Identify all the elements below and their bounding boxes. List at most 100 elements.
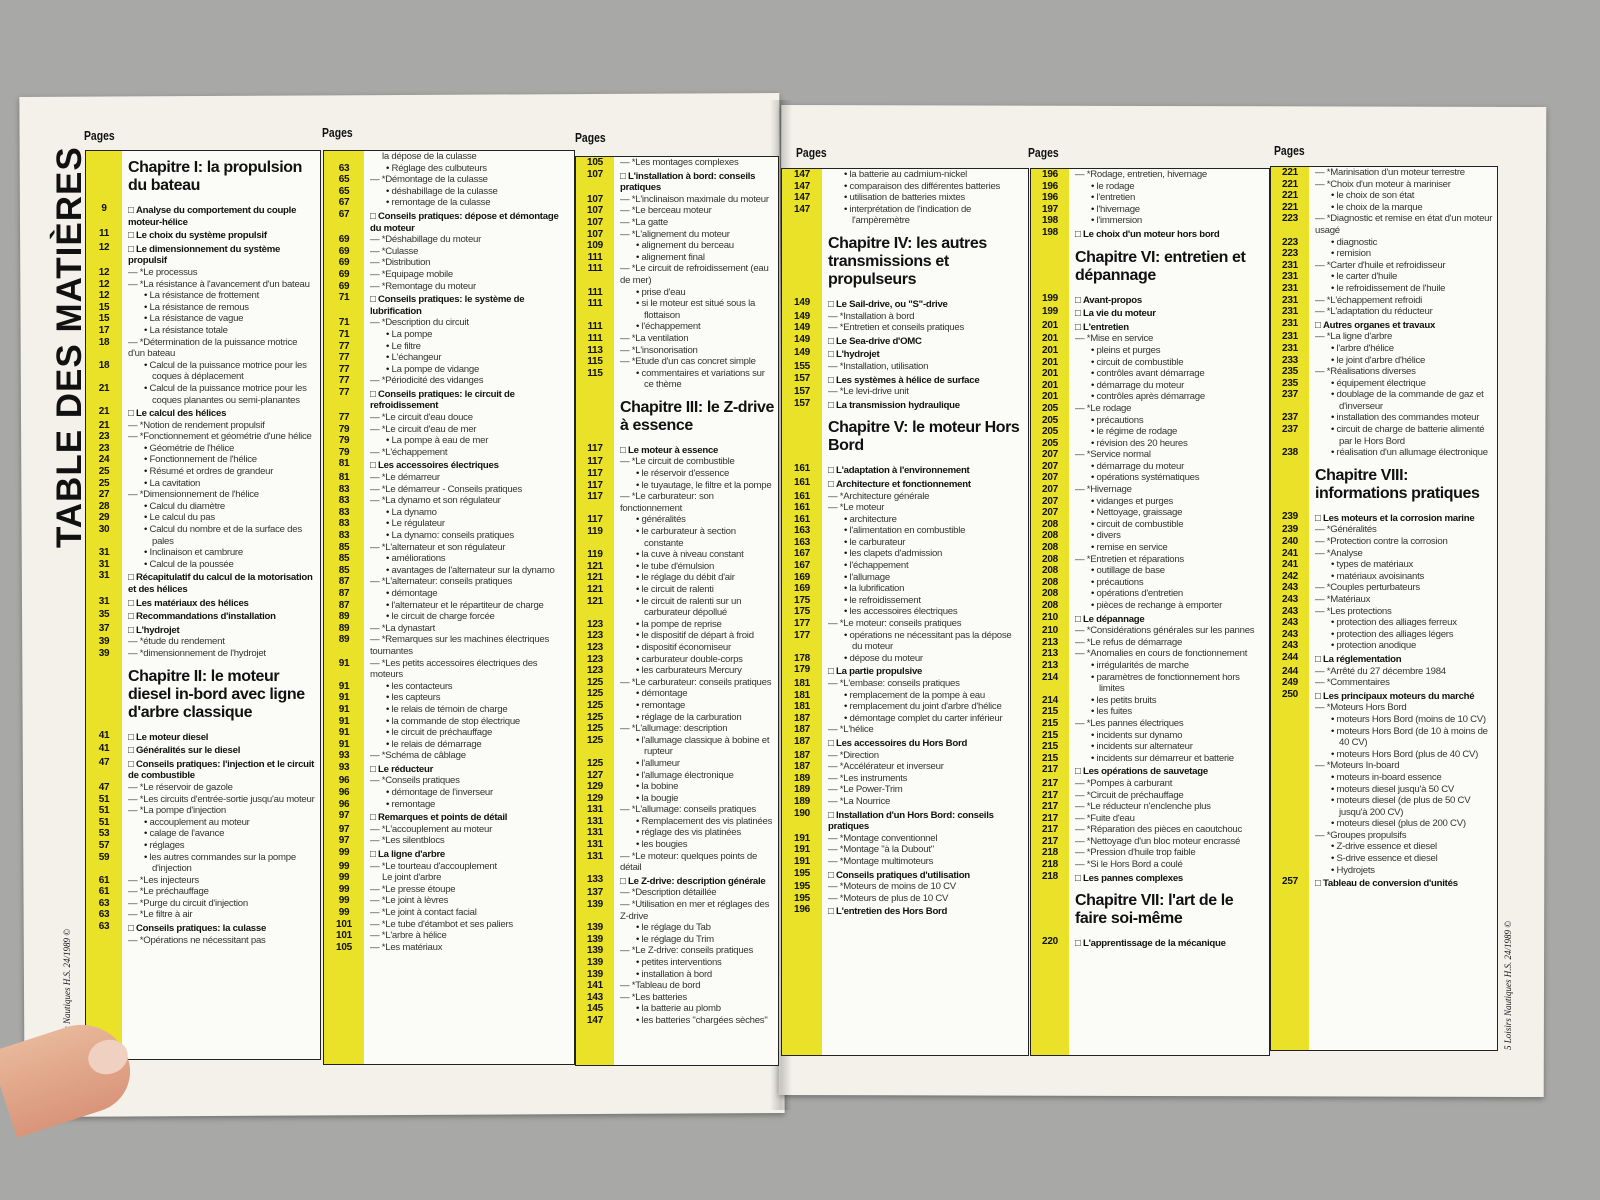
- entry-title: la batterie au cadmium-nickel: [822, 169, 1028, 181]
- page-number: [86, 151, 122, 203]
- toc-entry: 223 remision: [1271, 248, 1497, 260]
- toc-entry: 147 comparaison des différentes batteries: [782, 181, 1028, 193]
- entry-title: *Le moteur: [822, 502, 1028, 514]
- toc-entry: 35 Recommandations d'installation: [86, 609, 320, 623]
- toc-entry: 163 le carburateur: [782, 537, 1028, 549]
- entry-title: remision: [1309, 248, 1497, 260]
- toc-entry: 139 installation à bord: [576, 969, 778, 981]
- page-number: 191: [794, 855, 810, 867]
- entry-title: *Pompes à carburant: [1069, 778, 1269, 790]
- chapter-heading: Chapitre IV: les autres transmissions et…: [782, 227, 1028, 297]
- toc-entry: 63 *Le filtre à air: [86, 909, 320, 921]
- page-number: 131: [587, 804, 603, 816]
- entry-title: *Le circuit d'eau douce: [364, 412, 574, 424]
- page-number: 131: [587, 827, 603, 839]
- page-number: 147: [794, 180, 810, 192]
- page-number: 111: [587, 251, 603, 263]
- entry-title: Le régulateur: [364, 518, 574, 530]
- page-number: 77: [338, 340, 350, 352]
- page-number: 237: [1282, 412, 1298, 424]
- page-number: 107: [587, 216, 603, 228]
- page-number: 125: [587, 711, 603, 723]
- page-number: 63: [338, 162, 350, 174]
- page-number: [86, 935, 122, 947]
- entry-title: Chapitre VIII: informations pratiques: [1315, 466, 1480, 502]
- toc-entry: 91 les capteurs: [324, 692, 574, 704]
- page-number: 220: [1042, 936, 1058, 948]
- toc-entry: 87 *L'alternateur: conseils pratiques: [324, 576, 574, 588]
- entry-title: *L'allumage: conseils pratiques: [614, 804, 778, 816]
- toc-entry: 99 Le joint d'arbre: [324, 872, 574, 884]
- page-number: 149: [794, 333, 810, 345]
- toc-entry: 235 équipement électrique: [1271, 378, 1497, 390]
- entry-title: *Le carburateur: conseils pratiques: [614, 677, 778, 689]
- toc-entry: 23 Géométrie de l'hélice: [86, 443, 320, 455]
- entry-title: *Moteurs de plus de 10 CV: [822, 893, 1028, 905]
- page-number: [324, 151, 364, 163]
- toc-entry: 241 *Analyse: [1271, 548, 1497, 560]
- toc-entry: 201 *Mise en service: [1031, 333, 1269, 345]
- toc-entry: 87 démontage: [324, 588, 574, 600]
- page-number: 123: [587, 653, 603, 665]
- toc-entry: 83 La dynamo: [324, 507, 574, 519]
- toc-entry: 217 *Circuit de préchauffage: [1031, 790, 1269, 802]
- page-number: 65: [338, 174, 350, 186]
- page-number: 213: [1042, 636, 1058, 648]
- entry-title: doublage de la commande de gaz et d'inve…: [1309, 389, 1497, 412]
- page-number: 208: [1042, 530, 1058, 542]
- toc-entry: 111 prise d'eau: [576, 287, 778, 299]
- page-number: 109: [587, 240, 603, 252]
- toc-entry: 69 *Culasse: [324, 246, 574, 258]
- entry-title: Conseils pratiques: le système de lubrif…: [364, 292, 574, 317]
- entry-title: *Installation, utilisation: [822, 361, 1028, 373]
- toc-entry: 217 *Réparation des pièces en caoutchouc: [1031, 824, 1269, 836]
- entry-title: Les systèmes à hélice de surface: [822, 373, 1028, 387]
- toc-entry: 201 L'entretien: [1031, 320, 1269, 334]
- page-number: 71: [338, 328, 350, 340]
- toc-entry: 125 l'allumeur: [576, 758, 778, 770]
- page-number: 221: [1282, 201, 1298, 213]
- entry-title: Résumé et ordres de grandeur: [122, 466, 320, 478]
- entry-title: *Le levi-drive unit: [822, 386, 1028, 398]
- page-number: 207: [1042, 484, 1058, 496]
- page-number: 139: [587, 968, 603, 980]
- entry-title: *L'insonorisation: [614, 345, 778, 357]
- entry-title: *Description détaillée: [614, 887, 778, 899]
- entry-title: *Nettoyage d'un bloc moteur encrassé: [1069, 836, 1269, 848]
- toc-entry: 218 Les pannes complexes: [1031, 871, 1269, 885]
- entry-title: Le Sea-drive d'OMC: [822, 334, 1028, 348]
- entry-title: *Equipage mobile: [364, 269, 574, 281]
- page-number: 250: [1282, 688, 1298, 700]
- page-number: 231: [1282, 271, 1298, 283]
- entry-title: La cavitation: [122, 478, 320, 490]
- page-number: 125: [587, 699, 603, 711]
- entry-title: Chapitre IV: les autres transmissions et…: [828, 234, 987, 288]
- entry-title: avantages de l'alternateur sur la dynamo: [364, 565, 574, 577]
- toc-entry: 77 Conseils pratiques: le circuit de refr…: [324, 387, 574, 412]
- entry-title: Le Z-drive: description générale: [614, 874, 778, 888]
- page-number: 31: [98, 595, 110, 607]
- page-number: 237: [1282, 424, 1298, 436]
- entry-title: réglages: [122, 840, 320, 852]
- toc-entry: 111 si le moteur est situé sous la flotta…: [576, 298, 778, 321]
- chapter-heading: Chapitre III: le Z-drive à essence: [576, 391, 778, 443]
- entry-title: alignement final: [614, 252, 778, 264]
- toc-entry: 147 les batteries "chargées sèches": [576, 1015, 778, 1027]
- entry-title: *Mise en service: [1069, 333, 1269, 345]
- toc-entry: 131 réglage des vis platinées: [576, 827, 778, 839]
- page-number: 63: [98, 909, 110, 921]
- toc-column: la dépose de la culasse 63 Réglage des cul…: [323, 150, 575, 1065]
- toc-entry: 121 le tube d'émulsion: [576, 561, 778, 573]
- entry-title: l'allumeur: [614, 758, 778, 770]
- page-number: 175: [794, 594, 810, 606]
- toc-entry: 71 *Description du circuit: [324, 317, 574, 329]
- page-number: 237: [1282, 389, 1298, 401]
- entry-title: Géométrie de l'hélice: [122, 443, 320, 455]
- entry-title: Conseils pratiques: le circuit de refroi…: [364, 387, 574, 412]
- page-number: 187: [794, 724, 810, 736]
- page-number: 201: [1042, 333, 1058, 345]
- toc-entry: 21 *Notion de rendement propulsif: [86, 420, 320, 432]
- entry-title: *L'allumage: description: [614, 723, 778, 735]
- entry-title: moteurs diesel (plus de 200 CV): [1309, 818, 1497, 830]
- page-number: 83: [338, 483, 350, 495]
